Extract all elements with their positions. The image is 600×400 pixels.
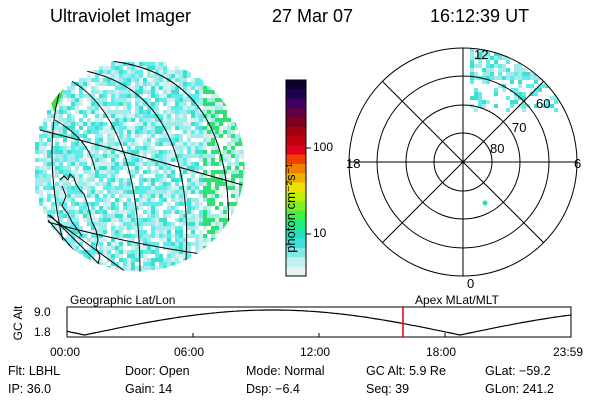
- filter-info: Flt: LBHL: [8, 364, 61, 378]
- mlat-label-70: 70: [512, 120, 527, 135]
- orbit-altitude-plot: [66, 306, 572, 338]
- mlat-label-60: 60: [536, 96, 551, 111]
- orbit-ylabel: GC Alt: [11, 305, 25, 341]
- geographic-image: [30, 57, 246, 273]
- mlt-label-0: 0: [467, 276, 475, 291]
- image-edge: [30, 57, 246, 273]
- coastline: [59, 173, 103, 271]
- longitude-line: [69, 79, 141, 272]
- orbit-xtick-label: 12:00: [300, 345, 331, 359]
- orbit-xtick-label: 23:59: [553, 345, 584, 359]
- mlt-line-diag: [382, 81, 544, 243]
- longitude-line: [54, 119, 96, 171]
- dsp-info: Dsp: −6.4: [246, 382, 300, 396]
- time-label: 16:12:39 UT: [430, 6, 530, 26]
- orbit-ytick-label: 1.8: [34, 325, 51, 339]
- colorbar-frame: [285, 79, 307, 277]
- door-info: Door: Open: [125, 364, 190, 378]
- altitude-curve: [66, 309, 572, 336]
- emission-spot: [482, 200, 488, 206]
- auroral-emission-pixels: [35, 62, 245, 272]
- colorbar-unit-label: photon cm⁻²s⁻¹: [283, 163, 298, 253]
- apex-caption: Apex MLat/MLT: [415, 293, 499, 307]
- mlt-label-12: 12: [474, 47, 489, 62]
- geographic-caption: Geographic Lat/Lon: [70, 293, 176, 307]
- orbit-xtick-label: 18:00: [426, 345, 457, 359]
- mlat-label-80: 80: [490, 141, 505, 156]
- polar-mlat-mlt-plot: [348, 47, 578, 277]
- latitude-line: [59, 58, 245, 61]
- glat-info: GLat: −59.2: [485, 364, 551, 378]
- instrument-title: Ultraviolet Imager: [50, 6, 192, 26]
- date-label: 27 Mar 07: [272, 6, 354, 26]
- mlt-label-18: 18: [346, 156, 361, 171]
- ip-info: IP: 36.0: [8, 382, 52, 396]
- gc-alt-info: GC Alt: 5.9 Re: [366, 364, 446, 378]
- colorbar-tick-label: 10: [313, 226, 327, 240]
- colorbar-tick-label: 100: [313, 140, 334, 154]
- orbit-xtick-label: 06:00: [174, 345, 205, 359]
- mlt-label-6: 6: [574, 156, 582, 171]
- colorbar-gradient: [286, 80, 306, 277]
- orbit-ytick-label: 9.0: [34, 305, 51, 319]
- gain-info: Gain: 14: [125, 382, 173, 396]
- seq-info: Seq: 39: [366, 382, 410, 396]
- converging-line: [47, 214, 131, 272]
- colorbar: [285, 79, 311, 277]
- mode-info: Mode: Normal: [246, 364, 325, 378]
- orbit-xticks: [66, 333, 572, 337]
- orbit-xtick-label: 00:00: [50, 345, 81, 359]
- longitude-line: [79, 69, 188, 272]
- glon-info: GLon: 241.2: [485, 382, 554, 396]
